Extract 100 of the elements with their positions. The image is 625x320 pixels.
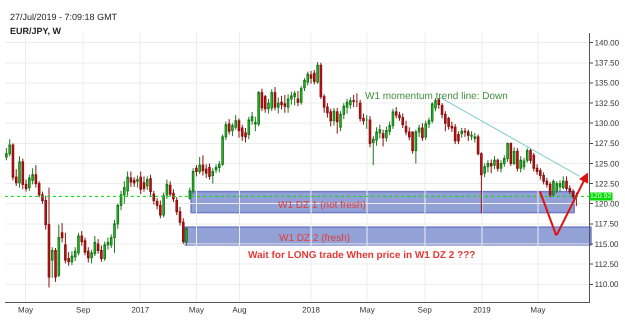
x-tick-label: 2017 — [131, 306, 150, 315]
candlestick — [244, 128, 247, 144]
annotation: W1 momentum trend line: Down — [365, 91, 508, 102]
chart-subtitle: 27/Jul/2019 - 7:09:18 GMT — [10, 12, 118, 22]
candlestick — [512, 146, 516, 166]
candlestick — [454, 124, 456, 145]
candlestick — [48, 187, 50, 288]
candlestick — [474, 132, 476, 144]
candlestick — [539, 168, 542, 180]
candlestick — [483, 162, 486, 178]
candlestick — [464, 128, 466, 138]
y-tick-label: 135.00 — [594, 78, 620, 88]
candlestick — [382, 129, 384, 148]
candlestick — [562, 176, 565, 190]
candlestick — [421, 122, 424, 142]
x-tick-label: May — [360, 306, 375, 315]
candlestick — [336, 107, 339, 134]
candlestick — [332, 107, 336, 126]
y-tick-label: 115.00 — [594, 240, 620, 249]
candlestick — [385, 126, 388, 142]
candlestick — [349, 96, 352, 110]
candlestick — [352, 94, 355, 108]
y-tick-label: 112.50 — [594, 260, 620, 269]
x-tick-label: May — [188, 306, 204, 315]
candlestick — [310, 70, 312, 84]
candlestick — [506, 142, 509, 162]
candlestick — [493, 156, 496, 170]
candlestick — [142, 176, 146, 192]
candlestick — [542, 172, 545, 185]
candlestick — [424, 120, 427, 141]
candlestick — [313, 70, 316, 86]
x-tick-label: May — [18, 306, 34, 315]
candlestick — [228, 118, 230, 135]
candlestick — [555, 180, 558, 194]
y-tick-label: 132.50 — [594, 98, 620, 108]
candlestick — [470, 130, 473, 141]
chart-title: EUR/JPY, W — [10, 26, 62, 36]
y-tick-label: 130.00 — [594, 119, 620, 128]
candlestick — [414, 129, 418, 164]
y-tick-label: 122.50 — [594, 179, 620, 188]
candlestick — [274, 86, 276, 111]
candlestick — [208, 162, 211, 180]
candlestick — [130, 171, 132, 188]
candlestick — [103, 241, 106, 262]
x-tick-label: 2019 — [472, 306, 492, 315]
y-tick-label: 117.50 — [594, 220, 620, 229]
x-tick-label: Sep — [76, 306, 91, 315]
candlestick — [565, 176, 568, 192]
candlestick — [286, 94, 290, 114]
x-tick-label: May — [530, 306, 546, 315]
candlestick — [365, 114, 368, 130]
candlestick — [548, 182, 552, 198]
candlestick — [248, 116, 250, 140]
candlestick — [532, 152, 536, 172]
candlestick — [552, 179, 555, 197]
y-tick-label: 137.50 — [594, 58, 620, 68]
candlestick — [198, 156, 201, 174]
candlestick — [368, 115, 372, 148]
y-tick-label: 127.50 — [594, 139, 620, 148]
candlestick — [276, 96, 280, 114]
candlestick — [296, 90, 300, 107]
candlestick — [18, 156, 21, 188]
candlestick — [293, 90, 296, 106]
y-tick-label: 125.00 — [594, 159, 620, 168]
candlestick — [50, 246, 54, 278]
candlestick — [54, 248, 57, 282]
band-label: W1 DZ 2 (fresh) — [279, 233, 350, 244]
candlestick — [70, 250, 74, 266]
candlestick — [195, 164, 198, 177]
y-tick-label: 120.00 — [594, 200, 620, 209]
candlestick — [21, 158, 24, 190]
candlestick — [270, 88, 274, 112]
candlestick — [430, 102, 434, 124]
candlestick — [486, 160, 490, 173]
candlestick — [58, 224, 60, 278]
candlestick — [519, 156, 522, 173]
candlestick — [460, 128, 464, 138]
candlestick — [510, 142, 512, 166]
candlestick — [466, 129, 470, 142]
candlestick — [496, 158, 500, 172]
candlestick — [411, 130, 414, 154]
annotation: Wait for LONG trade When price in W1 DZ 2 ??? — [248, 250, 476, 261]
candlestick — [280, 95, 283, 110]
y-tick-label: 140.00 — [594, 38, 620, 48]
candlestick — [260, 88, 264, 112]
x-tick-label: 2018 — [302, 306, 320, 315]
candlestick — [211, 168, 214, 184]
candlestick — [8, 138, 11, 157]
x-tick-label: Aug — [232, 306, 247, 315]
candlestick — [146, 176, 149, 191]
candlestick — [202, 154, 204, 176]
candlestick — [238, 118, 240, 138]
x-tick-label: Sep — [418, 306, 432, 315]
candlestick — [516, 148, 519, 172]
candlestick — [394, 106, 398, 119]
candlestick — [316, 61, 319, 84]
candlestick — [284, 94, 286, 114]
candlestick — [159, 200, 162, 219]
y-tick-label: 110.00 — [594, 280, 620, 290]
candlestick — [139, 171, 142, 195]
